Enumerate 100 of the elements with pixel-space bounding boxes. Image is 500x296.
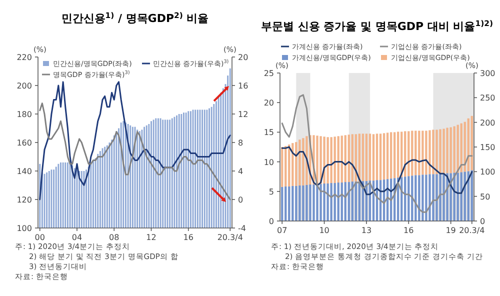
y-tick-label: 120 <box>16 196 32 204</box>
bar <box>396 132 400 178</box>
y-tick-label: 140 <box>16 167 32 176</box>
y-tick-label: 5 <box>268 187 274 196</box>
bar <box>418 130 420 176</box>
bar <box>390 132 392 179</box>
y2-tick-label: 8 <box>238 138 244 148</box>
bar <box>453 172 456 221</box>
chart-title: 민간신용$^{1)}$ / 명목GDP$^{2)}$ 비율 <box>61 10 209 25</box>
bar <box>316 184 318 221</box>
line-series <box>281 94 473 213</box>
bar <box>326 137 329 184</box>
y-tick-label: 100 <box>16 224 32 233</box>
chart-title: 부문별 신용 증가율 및 명목GDP 대비 비율$^{1)2)}$ <box>261 18 493 33</box>
bar <box>302 185 304 221</box>
y-tick-label: 10 <box>264 158 274 167</box>
bar <box>302 138 304 186</box>
bar <box>320 184 322 221</box>
bar <box>393 132 396 178</box>
bar <box>323 184 326 221</box>
bar <box>368 134 372 181</box>
x-tick-label: 20.3/4 <box>217 233 243 242</box>
y2-tick-label: 0 <box>480 217 486 226</box>
x-tick-label: 19 <box>446 226 456 235</box>
y-tick-label: 25 <box>264 69 274 78</box>
bar <box>439 129 442 174</box>
bar <box>292 186 294 221</box>
x-tick-label: 16 <box>404 226 414 235</box>
y2-tick-label: 150 <box>480 143 496 152</box>
bar <box>439 174 442 221</box>
line-series <box>39 102 231 200</box>
bar <box>362 134 364 182</box>
bar <box>288 186 290 221</box>
bar <box>298 140 301 186</box>
bar <box>425 174 428 221</box>
y2-tick-label: 250 <box>480 94 496 103</box>
bar <box>422 174 424 221</box>
bar <box>436 174 438 221</box>
bar <box>372 134 375 181</box>
bar <box>376 134 378 180</box>
y2-tick-label: 100 <box>480 168 496 177</box>
x-tick-label: 13 <box>361 226 372 235</box>
bar <box>298 185 301 221</box>
bar <box>432 130 434 174</box>
bar <box>428 130 431 174</box>
y2-tick-label: 12 <box>238 110 248 119</box>
bar <box>312 184 315 221</box>
y-tick-label: 220 <box>16 53 32 62</box>
y-tick-label: 0 <box>268 217 274 226</box>
bar <box>309 184 312 221</box>
x-tick-label: 12 <box>146 233 156 242</box>
bar <box>330 183 332 221</box>
bar <box>334 183 336 221</box>
x-tick-label: 08 <box>109 233 120 242</box>
bar <box>326 184 329 221</box>
bar <box>422 130 424 175</box>
bar <box>456 124 459 173</box>
bar <box>386 132 389 180</box>
bar <box>295 186 298 221</box>
y2-tick-label: 4 <box>238 167 244 176</box>
bar <box>442 174 445 221</box>
y2-tick-label: 16 <box>238 82 248 90</box>
bar <box>330 137 332 184</box>
bar <box>365 134 368 182</box>
bar <box>284 186 287 221</box>
y2-tick-label: -4 <box>238 224 246 233</box>
bar <box>450 127 452 174</box>
bar <box>295 142 298 186</box>
line-series <box>39 81 231 200</box>
y2-tick-label: 50 <box>480 192 490 202</box>
bar <box>425 130 428 175</box>
bar <box>446 128 448 174</box>
bar <box>442 128 445 174</box>
x-tick-label: 00 <box>34 233 45 242</box>
y2-tick-label: 20 <box>238 53 248 62</box>
x-tick-label: 16 <box>183 233 194 242</box>
bar <box>432 174 434 221</box>
bar <box>453 126 456 173</box>
bar <box>281 186 284 221</box>
bar <box>428 174 431 221</box>
line-series <box>281 146 473 196</box>
bar <box>379 134 382 180</box>
bar <box>456 172 459 221</box>
x-tick-label: 07 <box>277 226 288 235</box>
y-tick-label: 180 <box>16 110 32 119</box>
bar <box>436 130 438 174</box>
bar <box>382 133 386 180</box>
bar <box>323 136 326 184</box>
y-tick-label: 160 <box>16 138 32 148</box>
y-tick-label: 20 <box>264 98 274 108</box>
bar <box>316 136 318 184</box>
y2-tick-label: 300 <box>480 69 496 78</box>
y-tick-label: 200 <box>16 82 32 90</box>
y2-tick-label: 0 <box>238 196 244 204</box>
bar <box>320 136 322 184</box>
bar <box>334 136 336 184</box>
x-tick-label: 20.3/4 <box>459 226 485 235</box>
bar <box>306 184 308 221</box>
y-tick-label: 15 <box>264 128 274 138</box>
y2-tick-label: 200 <box>480 118 496 128</box>
